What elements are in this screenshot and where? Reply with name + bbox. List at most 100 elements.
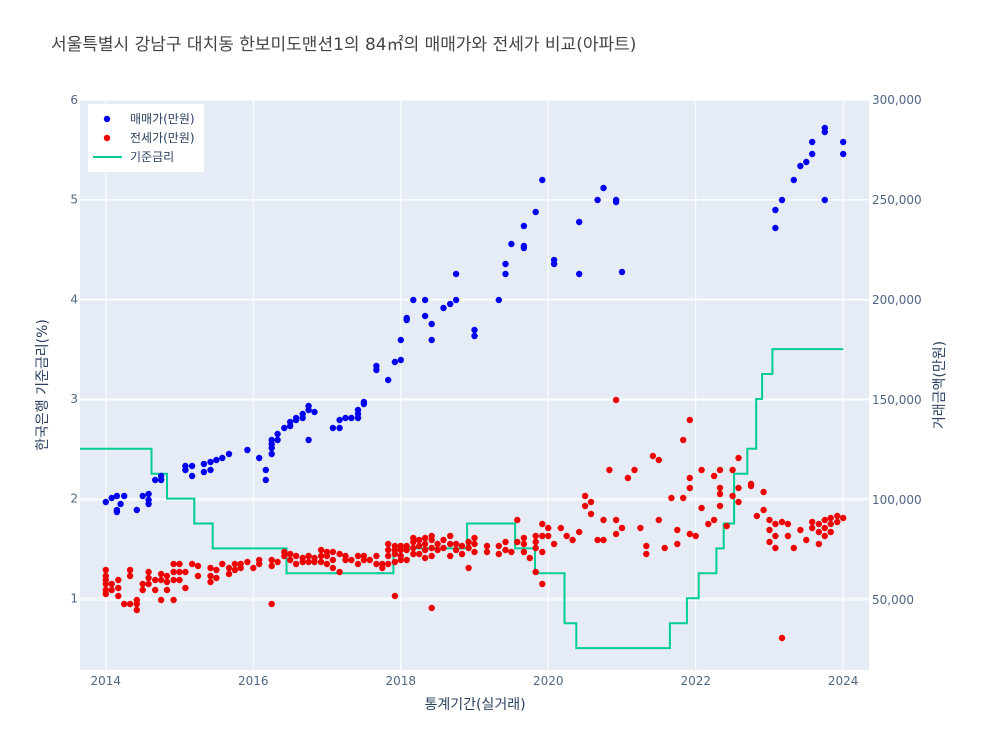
jeonse-point (716, 490, 724, 498)
jeonse-point (550, 540, 558, 548)
sale-point (410, 296, 417, 304)
jeonse-point (539, 548, 546, 556)
jeonse-point (471, 534, 478, 542)
jeonse-point (397, 556, 404, 564)
sale-point (421, 296, 429, 304)
jeonse-point (827, 528, 834, 536)
sale-point (471, 332, 478, 340)
sale-point (594, 196, 601, 204)
jeonse-point (225, 564, 233, 572)
jeonse-point (612, 530, 620, 538)
jeonse-point (821, 516, 828, 524)
jeonse-point (803, 536, 810, 544)
jeonse-point (102, 580, 110, 588)
jeonse-point (329, 564, 337, 572)
jeonse-point (797, 526, 804, 534)
jeonse-point (545, 532, 552, 540)
jeonse-point (268, 562, 275, 570)
jeonse-point (710, 472, 718, 480)
jeonse-point (213, 566, 220, 574)
jeonse-point (495, 542, 502, 550)
jeonse-point (520, 534, 528, 542)
sale-point (299, 414, 306, 422)
jeonse-point (379, 564, 386, 572)
sale-point (274, 430, 281, 438)
jeonse-point (539, 532, 546, 540)
jeonse-point (815, 528, 823, 536)
jeonse-point (612, 396, 620, 404)
jeonse-point (532, 568, 539, 576)
jeonse-point (421, 540, 429, 548)
right-y-tick-label: 300,000 (872, 93, 922, 107)
jeonse-point (483, 542, 491, 550)
sale-point (145, 490, 152, 498)
jeonse-point (305, 558, 312, 566)
jeonse-point (385, 560, 392, 568)
jeonse-point (618, 524, 626, 532)
jeonse-point (778, 518, 786, 526)
sale-point (797, 162, 804, 170)
jeonse-point (502, 538, 509, 546)
jeonse-point (520, 548, 528, 556)
jeonse-point (115, 584, 122, 592)
jeonse-point (152, 576, 159, 584)
jeonse-point (735, 484, 742, 492)
jeonse-point (502, 546, 509, 554)
jeonse-point (354, 560, 362, 568)
jeonse-point (716, 502, 724, 510)
jeonse-point (735, 498, 742, 506)
left-y-tick-label: 2 (70, 492, 78, 506)
sale-point (200, 468, 208, 476)
x-tick-label: 2020 (533, 674, 564, 688)
jeonse-point (133, 600, 140, 608)
jeonse-point (108, 580, 115, 588)
jeonse-point (299, 558, 306, 566)
sale-point (182, 462, 189, 470)
jeonse-point (102, 590, 110, 598)
jeonse-point (133, 606, 140, 614)
jeonse-point (563, 532, 570, 540)
jeonse-point (102, 566, 110, 574)
sale-point (207, 458, 214, 466)
sale-point (803, 158, 810, 166)
jeonse-point (163, 586, 171, 594)
x-tick-label: 2014 (91, 674, 122, 688)
jeonse-point (317, 558, 325, 566)
right-y-tick-label: 50,000 (872, 593, 914, 607)
sale-point (262, 466, 269, 474)
jeonse-point (643, 542, 650, 550)
jeonse-point (126, 600, 134, 608)
x-tick-label: 2024 (828, 674, 859, 688)
jeonse-point (157, 570, 165, 578)
sale-point (200, 460, 208, 468)
jeonse-point (705, 520, 712, 528)
right-y-axis-ticks: 50,000 100,000 150,000 200,000 250,000 300,00… (872, 93, 922, 607)
sale-point (336, 416, 343, 424)
sale-series (102, 124, 847, 516)
jeonse-point (188, 560, 196, 568)
jeonse-point (385, 552, 392, 560)
sale-point (809, 138, 816, 146)
jeonse-point (391, 558, 399, 566)
left-y-tick-label: 4 (70, 292, 78, 306)
sale-point (281, 424, 288, 432)
jeonse-point (834, 518, 841, 526)
jeonse-point (176, 576, 183, 584)
sale-point (618, 268, 626, 276)
sale-point (268, 436, 275, 444)
sale-point (428, 320, 435, 328)
jeonse-point (514, 516, 521, 524)
legend[interactable]: 매매가(만원) 전세가(만원) 기준금리 (88, 104, 204, 172)
jeonse-point (784, 520, 792, 528)
sale-point (113, 508, 121, 516)
jeonse-point (428, 544, 435, 552)
jeonse-point (766, 538, 773, 546)
jeonse-point (526, 554, 533, 562)
jeonse-point (624, 474, 632, 482)
sale-point (440, 304, 447, 312)
jeonse-point (194, 562, 202, 570)
jeonse-point (784, 532, 792, 540)
jeonse-point (643, 550, 650, 558)
sale-point (502, 260, 509, 268)
jeonse-point (126, 566, 134, 574)
